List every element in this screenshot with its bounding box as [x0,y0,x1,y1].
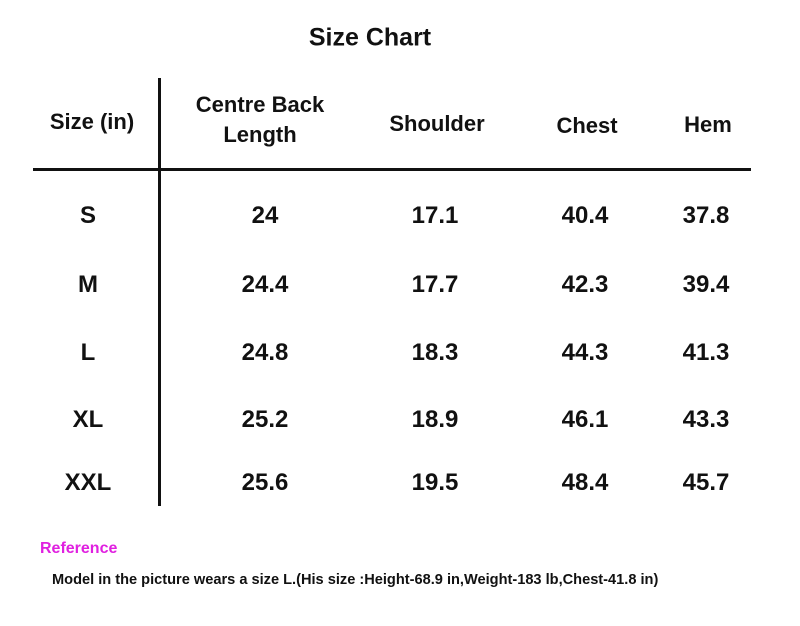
table-cell: 42.3 [561,271,609,298]
column-header: Shoulder [389,111,485,136]
table-cell: 48.4 [561,469,609,496]
table-cell: 41.3 [682,339,730,366]
table-cell: 18.9 [411,406,459,433]
title: Size Chart [308,23,432,52]
table-cell: 39.4 [682,271,730,298]
table-cell: 18.3 [411,339,459,366]
table-cell: 44.3 [561,339,609,366]
table-cell: 19.5 [411,469,459,496]
reference-note: Model in the picture wears a size L.(His… [52,572,659,588]
horizontal-rule [33,168,751,171]
vertical-rule [158,78,161,506]
table-cell: 43.3 [682,406,730,433]
table-cell: 17.1 [411,202,459,229]
column-header: Size (in) [49,109,135,134]
table-cell: 24.8 [241,339,289,366]
size-label: XXL [64,469,112,496]
column-header: Hem [684,112,732,137]
column-header: Centre Back Length [195,92,325,147]
size-label: S [79,202,97,229]
column-header: Chest [556,113,618,138]
size-label: XL [72,406,104,433]
table-cell: 24 [251,202,279,229]
table-cell: 25.2 [241,406,289,433]
table-cell: 24.4 [241,271,289,298]
table-cell: 25.6 [241,469,289,496]
size-label: L [80,339,96,366]
size-label: M [78,271,98,298]
table-cell: 17.7 [411,271,459,298]
table-cell: 46.1 [561,406,609,433]
table-cell: 37.8 [682,202,730,229]
reference-label: Reference [40,540,118,557]
table-cell: 40.4 [561,202,609,229]
table-cell: 45.7 [682,469,730,496]
